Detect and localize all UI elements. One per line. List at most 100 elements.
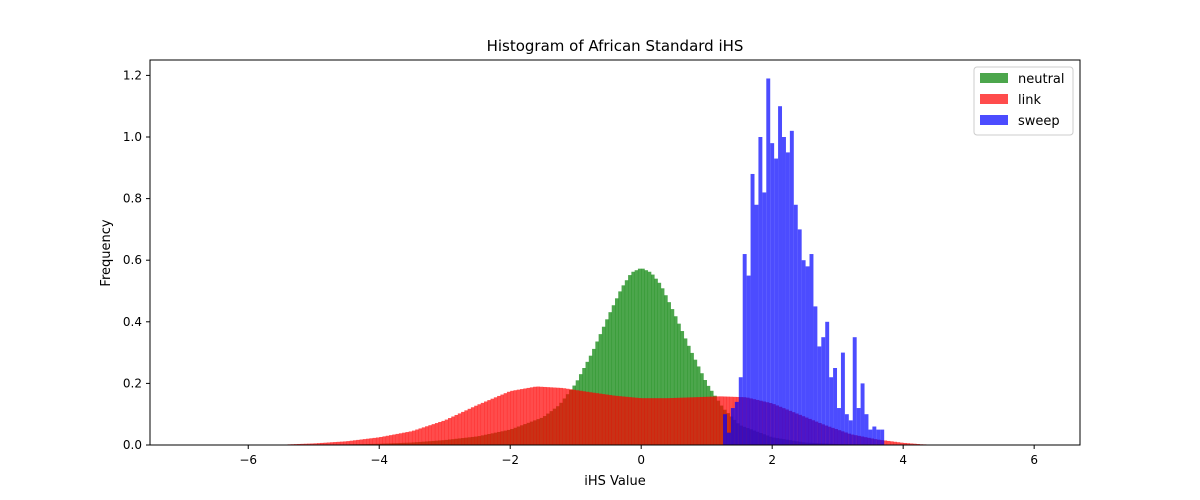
y-tick-label: 0.6 xyxy=(123,253,142,267)
bar-link xyxy=(546,387,550,445)
bar-link xyxy=(657,398,662,445)
bar-link xyxy=(578,390,583,445)
bar-link xyxy=(441,420,446,445)
bar-link xyxy=(398,433,403,445)
bar-link xyxy=(641,398,645,445)
bar-link xyxy=(523,388,527,445)
y-tick-label: 0.2 xyxy=(123,376,142,390)
bar-link xyxy=(644,398,649,445)
bar-link xyxy=(883,440,888,445)
legend-item-neutral: neutral xyxy=(980,72,1065,87)
bar-link xyxy=(651,398,655,445)
bar-sweep xyxy=(864,414,869,445)
x-tick-label: 6 xyxy=(1030,453,1038,467)
bar-sweep xyxy=(789,130,794,445)
bar-link xyxy=(506,391,511,445)
bar-sweep xyxy=(782,137,786,445)
bar-link xyxy=(484,401,488,445)
bar-neutral xyxy=(598,334,603,445)
bar-sweep xyxy=(809,254,814,445)
legend-item-sweep: sweep xyxy=(980,114,1060,129)
bar-link xyxy=(621,396,626,445)
bar-link xyxy=(477,404,482,445)
bar-link xyxy=(297,443,301,445)
bar-sweep xyxy=(868,429,873,445)
bar-link xyxy=(677,397,681,445)
bar-link xyxy=(670,398,675,445)
bar-link xyxy=(431,424,436,445)
bar-link xyxy=(542,386,547,445)
bar-link xyxy=(726,396,730,445)
bar-link xyxy=(503,393,508,445)
bar-link xyxy=(582,391,586,445)
bar-link xyxy=(552,387,557,445)
bar-link xyxy=(549,387,554,445)
plot-frame xyxy=(149,59,1081,446)
bar-neutral xyxy=(670,309,675,445)
bar-sweep xyxy=(746,275,751,445)
bar-sweep xyxy=(754,204,759,445)
y-tick-label: 0.0 xyxy=(123,438,142,452)
bar-link xyxy=(664,398,668,445)
bar-neutral xyxy=(687,345,691,445)
axes-layer: −6 −4 −2 0 2 4 6 0.0 0.2 0.4 0.6 0.8 1.0 1.2 xyxy=(123,59,1081,467)
legend-label: neutral xyxy=(1018,72,1065,87)
bar-link xyxy=(402,432,406,445)
bar-link xyxy=(346,441,351,445)
bar-link xyxy=(634,397,639,445)
bar-neutral xyxy=(621,285,626,445)
bar-neutral xyxy=(657,282,662,445)
bar-sweep xyxy=(766,78,771,445)
bar-link xyxy=(415,429,419,445)
bar-link xyxy=(605,394,609,445)
bar-link xyxy=(539,386,544,445)
bar-link xyxy=(886,440,891,445)
bar-sweep xyxy=(840,352,845,445)
bar-link xyxy=(349,440,354,445)
bar-sweep xyxy=(880,429,885,445)
bar-neutral xyxy=(654,278,658,445)
bar-link xyxy=(713,396,717,445)
bar-link xyxy=(529,387,534,445)
bar-link xyxy=(660,398,665,445)
bar-neutral xyxy=(634,270,639,445)
bar-link xyxy=(353,440,357,445)
bar-sweep xyxy=(852,337,857,445)
bar-link xyxy=(687,397,691,445)
bar-sweep xyxy=(797,229,802,445)
bar-sweep xyxy=(801,260,806,445)
bar-sweep xyxy=(821,337,826,445)
bar-link xyxy=(690,397,694,445)
bar-neutral xyxy=(664,295,668,445)
bar-link xyxy=(647,398,652,445)
bar-neutral xyxy=(608,312,613,445)
bar-link xyxy=(405,432,409,445)
bar-link xyxy=(673,397,678,445)
bar-link xyxy=(667,398,671,445)
bar-link xyxy=(362,439,367,445)
bar-sweep xyxy=(770,143,775,445)
legend-item-link: link xyxy=(980,93,1041,108)
bar-neutral xyxy=(618,291,622,445)
bar-link xyxy=(408,431,413,445)
bar-link xyxy=(716,396,721,445)
bar-link xyxy=(556,387,560,445)
bar-neutral xyxy=(673,316,678,445)
bar-link xyxy=(598,393,603,445)
bar-neutral xyxy=(660,288,665,445)
bar-link xyxy=(631,397,635,445)
bar-link xyxy=(562,388,567,445)
bar-link xyxy=(608,395,613,445)
y-axis-title: Frequency xyxy=(99,219,114,286)
bar-link xyxy=(601,394,606,445)
bar-link xyxy=(382,436,387,445)
bar-sweep xyxy=(872,426,877,445)
y-tick-label: 0.8 xyxy=(123,192,142,206)
legend-swatch xyxy=(980,94,1008,104)
bar-link xyxy=(896,442,901,445)
bar-link xyxy=(624,396,629,445)
bar-link xyxy=(343,441,347,445)
bar-link xyxy=(461,411,465,445)
bar-link xyxy=(323,442,328,445)
series-sweep xyxy=(723,78,885,445)
